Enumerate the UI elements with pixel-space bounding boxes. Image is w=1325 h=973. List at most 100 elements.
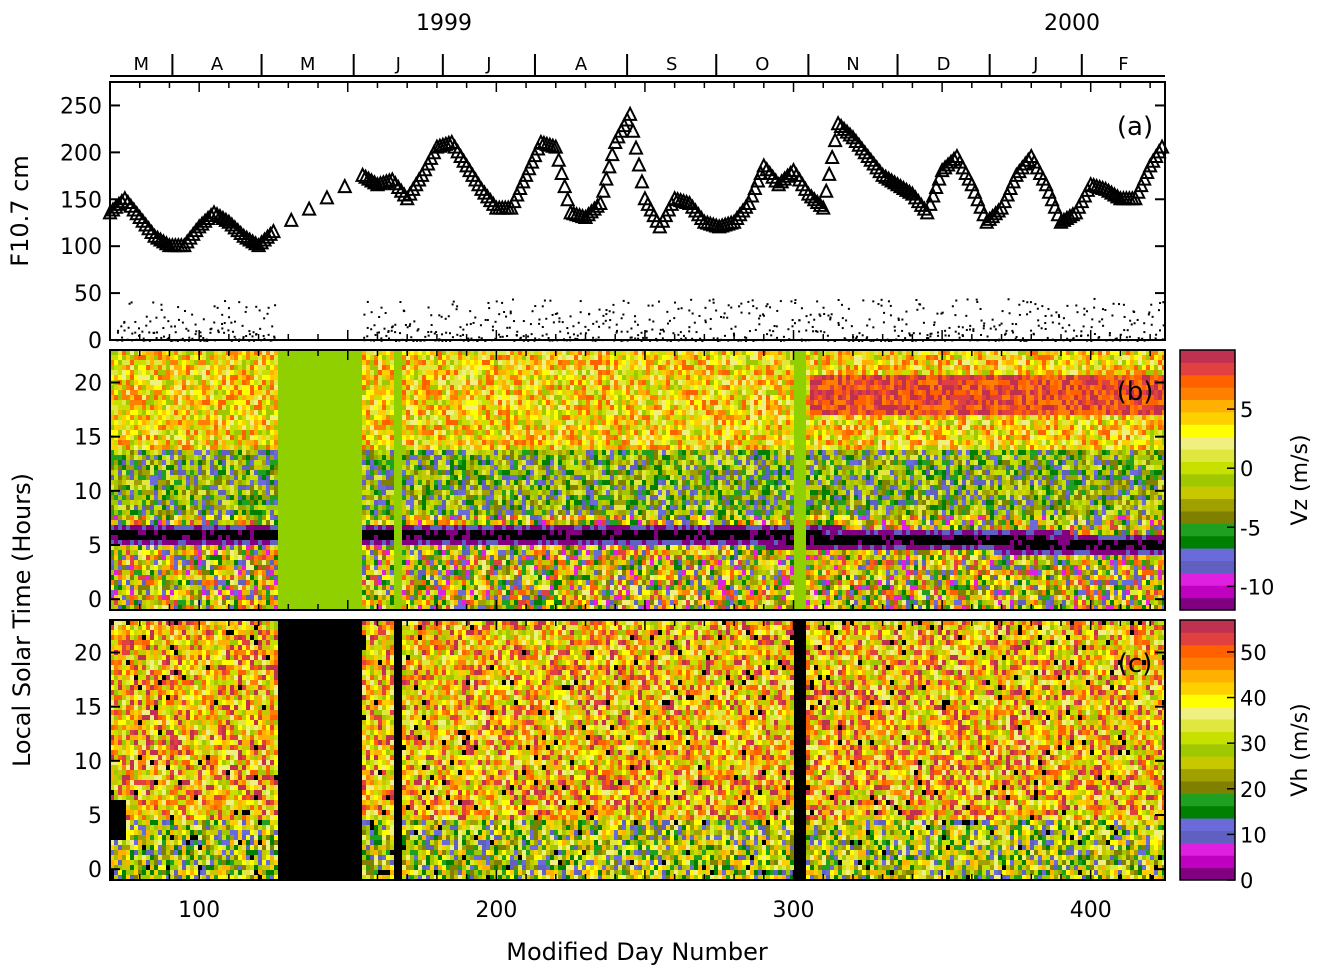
f107-dot [812,330,814,332]
heatmap-cell [114,580,118,585]
heatmap-cell [222,435,226,440]
heatmap-cell [202,480,206,485]
heatmap-cell [118,475,122,480]
f107-dot [498,334,500,336]
heatmap-cell [214,530,218,535]
heatmap-cell [342,375,346,380]
heatmap-cell [254,365,258,370]
heatmap-cell [146,420,150,425]
heatmap-cell [306,435,310,440]
heatmap-cell [378,445,382,450]
heatmap-cell [122,445,126,450]
heatmap-cell [302,470,306,475]
heatmap-cell [118,360,122,365]
heatmap-cell [142,480,146,485]
heatmap-cell [362,370,366,375]
heatmap-cell [166,410,170,415]
heatmap-cell [262,465,266,470]
heatmap-cell [322,560,326,565]
f107-dot [637,334,639,336]
heatmap-cell [154,420,158,425]
heatmap-cell [246,385,250,390]
heatmap-cell [162,370,166,375]
heatmap-cell [342,410,346,415]
heatmap-cell [234,485,238,490]
heatmap-cell [290,535,294,540]
month-label: D [937,54,951,75]
heatmap-cell [290,510,294,515]
heatmap-cell [310,475,314,480]
heatmap-cell [306,555,310,560]
heatmap-cell [178,545,182,550]
heatmap-cell [278,575,282,580]
heatmap-cell [114,470,118,475]
f107-dot [245,335,247,337]
heatmap-cell [218,405,222,410]
heatmap-cell [114,575,118,580]
f107-dot [542,335,544,337]
f107-dot [1111,315,1113,317]
heatmap-cell [158,600,162,605]
heatmap-cell [322,570,326,575]
heatmap-cell [346,540,350,545]
heatmap-cell [218,545,222,550]
heatmap-cell [386,585,390,590]
heatmap-cell [274,580,278,585]
heatmap-cell [190,570,194,575]
f107-dot [523,320,525,322]
heatmap-cell [154,390,158,395]
heatmap-cell [230,515,234,520]
heatmap-cell [150,480,154,485]
f107-dot [171,340,173,342]
heatmap-cell [126,540,130,545]
heatmap-cell [262,365,266,370]
heatmap-cell [338,435,342,440]
heatmap-cell [202,505,206,510]
heatmap-cell [182,575,186,580]
heatmap-cell [186,585,190,590]
heatmap-cell [258,500,262,505]
heatmap-cell [174,370,178,375]
heatmap-cell [182,445,186,450]
heatmap-cell [170,425,174,430]
heatmap-cell [226,380,230,385]
f107-dot [652,305,654,307]
f107-dot [730,339,732,341]
heatmap-cell [262,540,266,545]
heatmap-cell [154,520,158,525]
f107-dot [662,329,664,331]
f107-dot [149,340,151,342]
heatmap-cell [330,475,334,480]
heatmap-cell [374,535,378,540]
heatmap-cell [310,435,314,440]
f107-dot [1090,340,1092,342]
heatmap-cell [394,530,398,535]
heatmap-cell [326,580,330,585]
heatmap-cell [254,580,258,585]
heatmap-cell [202,590,206,595]
heatmap-cell [282,520,286,525]
heatmap-cell [342,590,346,595]
f107-dot [866,324,868,326]
heatmap-cell [122,365,126,370]
f107-dot [678,340,680,342]
heatmap-cell [178,385,182,390]
f107-dot [926,334,928,336]
heatmap-cell [382,395,386,400]
f107-dot [513,340,515,342]
heatmap-cell [322,500,326,505]
f107-dot [980,308,982,310]
heatmap-cell [190,480,194,485]
heatmap-cell [310,390,314,395]
heatmap-cell [190,390,194,395]
f107-dot [516,335,518,337]
heatmap-cell [210,590,214,595]
heatmap-cell [226,530,230,535]
heatmap-cell [294,530,298,535]
heatmap-cell [282,365,286,370]
heatmap-cell [246,370,250,375]
heatmap-cell [166,535,170,540]
heatmap-cell [302,520,306,525]
heatmap-cell [114,360,118,365]
heatmap-cell [206,410,210,415]
